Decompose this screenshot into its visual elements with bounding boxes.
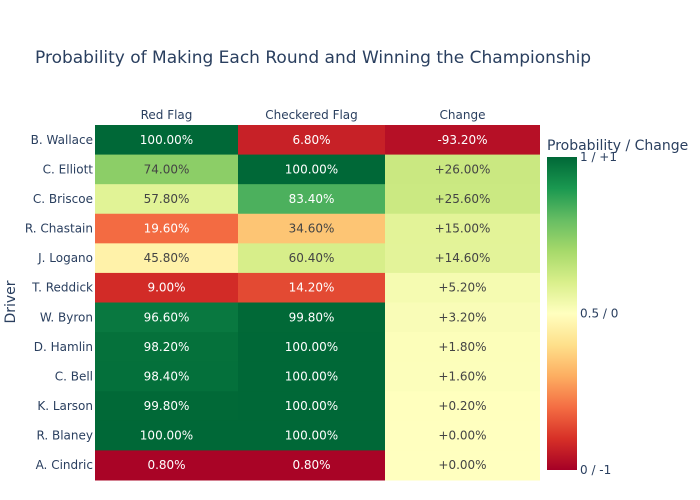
cell-label: +25.60%	[435, 192, 491, 206]
cell-label: 98.20%	[144, 340, 190, 354]
heatmap-cell	[385, 272, 540, 303]
heatmap-cell	[95, 243, 238, 274]
heatmap-cell	[95, 272, 238, 303]
heatmap-cell	[95, 332, 238, 363]
row-label: B. Wallace	[31, 133, 93, 147]
cell-label: 100.00%	[140, 429, 193, 443]
cell-label: 83.40%	[289, 192, 335, 206]
colorbar	[547, 157, 577, 470]
heatmap-cell	[385, 361, 540, 392]
cell-label: 100.00%	[285, 369, 338, 383]
heatmap-cell	[238, 450, 385, 481]
heatmap-cell	[238, 184, 385, 215]
heatmap-cell	[385, 184, 540, 215]
row-label: R. Chastain	[25, 222, 93, 236]
heatmap-cell	[95, 213, 238, 244]
cell-label: -93.20%	[437, 133, 487, 147]
cell-label: +1.80%	[438, 340, 486, 354]
heatmap-cell	[385, 420, 540, 451]
heatmap-cell	[238, 361, 385, 392]
cell-label: +5.20%	[438, 281, 486, 295]
heatmap-cell	[238, 420, 385, 451]
colorbar-tick-label: 0.5 / 0	[580, 307, 618, 321]
cell-label: 45.80%	[144, 251, 190, 265]
chart-title: Probability of Making Each Round and Win…	[35, 48, 591, 68]
cell-label: +3.20%	[438, 310, 486, 324]
heatmap-cell	[95, 450, 238, 481]
heatmap-cell	[385, 332, 540, 363]
colorbar-title: Probability / Change	[547, 138, 688, 154]
cell-label: +0.00%	[438, 458, 486, 472]
cell-label: 100.00%	[285, 429, 338, 443]
heatmap-cell	[238, 302, 385, 333]
cell-label: 96.60%	[144, 310, 190, 324]
row-label: W. Byron	[40, 310, 93, 324]
cell-label: +0.00%	[438, 429, 486, 443]
heatmap-cell	[238, 125, 385, 156]
heatmap-cell	[385, 391, 540, 422]
cell-label: 99.80%	[289, 310, 335, 324]
cell-label: 100.00%	[285, 399, 338, 413]
row-label: A. Cindric	[36, 458, 93, 472]
heatmap-cell	[238, 213, 385, 244]
cell-label: +14.60%	[435, 251, 491, 265]
cell-label: +15.00%	[435, 222, 491, 236]
heatmap-cell	[385, 125, 540, 156]
colorbar-tick-label: 0 / -1	[580, 463, 611, 477]
cell-label: 0.80%	[147, 458, 185, 472]
row-label: C. Bell	[55, 369, 93, 383]
row-label: D. Hamlin	[34, 340, 93, 354]
cell-label: +0.20%	[438, 399, 486, 413]
row-label: T. Reddick	[31, 281, 93, 295]
heatmap-cell	[385, 154, 540, 185]
cell-label: 6.80%	[292, 133, 330, 147]
cell-label: +1.60%	[438, 369, 486, 383]
cell-label: 57.80%	[144, 192, 190, 206]
heatmap-cell	[238, 272, 385, 303]
row-label: C. Briscoe	[33, 192, 93, 206]
heatmap-cell	[238, 391, 385, 422]
cell-label: 74.00%	[144, 162, 190, 176]
heatmap-cell	[238, 154, 385, 185]
heatmap-cell	[95, 154, 238, 185]
cell-label: 60.40%	[289, 251, 335, 265]
column-label: Checkered Flag	[265, 108, 358, 122]
cell-label: 9.00%	[147, 281, 185, 295]
heatmap-cell	[95, 184, 238, 215]
row-label: K. Larson	[37, 399, 93, 413]
heatmap-cell	[95, 420, 238, 451]
cell-label: 100.00%	[285, 340, 338, 354]
cell-label: 100.00%	[140, 133, 193, 147]
cell-label: 14.20%	[289, 281, 335, 295]
cell-label: +26.00%	[435, 162, 491, 176]
column-label: Red Flag	[141, 108, 193, 122]
cell-label: 98.40%	[144, 369, 190, 383]
cell-label: 34.60%	[289, 222, 335, 236]
heatmap-cell	[238, 243, 385, 274]
column-label: Change	[440, 108, 486, 122]
heatmap-cell	[385, 243, 540, 274]
heatmap-cell	[95, 391, 238, 422]
cell-label: 0.80%	[292, 458, 330, 472]
row-label: C. Elliott	[43, 162, 94, 176]
heatmap-cell	[95, 361, 238, 392]
y-axis-title: Driver	[3, 280, 19, 323]
heatmap-cell	[385, 302, 540, 333]
heatmap-cell	[385, 450, 540, 481]
heatmap-cell	[95, 125, 238, 156]
cell-label: 99.80%	[144, 399, 190, 413]
heatmap-cell	[238, 332, 385, 363]
cell-label: 100.00%	[285, 162, 338, 176]
colorbar-tick-label: 1 / +1	[580, 150, 617, 164]
row-label: J. Logano	[37, 251, 93, 265]
row-label: R. Blaney	[36, 429, 93, 443]
heatmap-cell	[385, 213, 540, 244]
cell-label: 19.60%	[144, 222, 190, 236]
heatmap-cell	[95, 302, 238, 333]
